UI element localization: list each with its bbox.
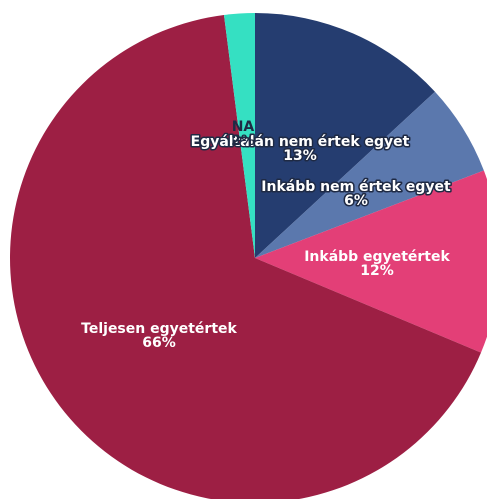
slice-value-inkabb-egyetertek: 12% (360, 263, 394, 279)
slice-value-inkabb-nem-ertek-egyet: 6% (344, 193, 368, 209)
slice-value-teljesen-egyetertek: 66% (142, 335, 176, 351)
slice-value-egyaltalan-nem-ertek-egyet: 13% (283, 148, 317, 164)
slice-value-na: 2% (231, 133, 255, 149)
